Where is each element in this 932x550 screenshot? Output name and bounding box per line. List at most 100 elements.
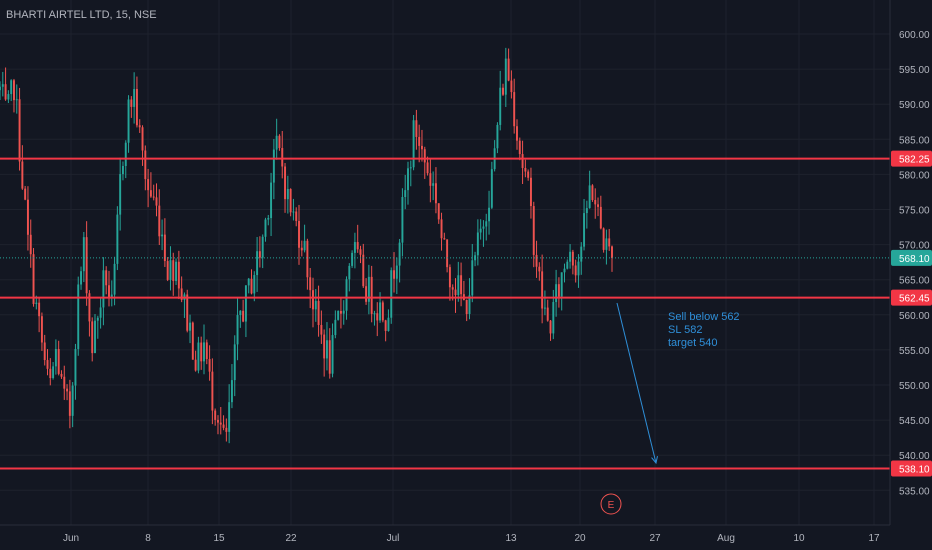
candle-body <box>457 275 460 296</box>
candle-body <box>18 99 21 162</box>
candle-body <box>71 385 74 416</box>
candle-body <box>337 310 340 320</box>
candle-body <box>365 286 368 302</box>
x-tick-label: 8 <box>145 533 151 544</box>
candle-body <box>4 84 7 100</box>
candle-body <box>292 211 295 213</box>
level-label-538-10: 538.10 <box>899 465 930 476</box>
candle-body <box>387 317 390 331</box>
candle-body <box>549 320 552 334</box>
candle-body <box>312 290 314 310</box>
candle-body <box>228 402 231 432</box>
candle-body <box>496 124 499 149</box>
candle-body <box>309 277 312 291</box>
candle-body <box>244 285 247 322</box>
candle-body <box>82 237 85 272</box>
candle-body <box>256 251 259 276</box>
candle-body <box>395 265 398 279</box>
candle-body <box>546 307 549 321</box>
candle-body <box>278 135 281 149</box>
candle-body <box>258 251 261 258</box>
candle-body <box>409 167 412 169</box>
candle-body <box>557 284 560 297</box>
candle-body <box>597 204 600 207</box>
candle-body <box>541 271 544 309</box>
candle-body <box>214 410 217 420</box>
candle-body <box>538 266 541 272</box>
y-tick-label: 535.00 <box>899 486 930 497</box>
candle-body <box>46 360 49 369</box>
candle-body <box>133 88 136 107</box>
candle-body <box>518 140 521 155</box>
candle-body <box>35 302 38 304</box>
candle-body <box>488 207 491 222</box>
candle-body <box>482 226 485 229</box>
candle-body <box>0 86 1 91</box>
trade-annotation[interactable]: Sell below 562 SL 582 target 540 <box>668 311 740 350</box>
candle-body <box>200 342 203 362</box>
candle-body <box>66 388 69 392</box>
x-tick-label: 15 <box>213 533 225 544</box>
candle-body <box>588 185 591 209</box>
candle-body <box>110 294 113 298</box>
candle-body <box>135 88 138 126</box>
grid <box>0 0 890 525</box>
candle-body <box>585 208 588 214</box>
candles <box>0 47 613 444</box>
candle-body <box>24 188 27 200</box>
event-marker: E <box>600 493 622 515</box>
candle-body <box>102 270 105 308</box>
candle-body <box>250 278 253 294</box>
candle-body <box>401 196 404 243</box>
y-tick-label: 565.00 <box>899 276 930 287</box>
candle-body <box>594 199 597 205</box>
x-tick-label: Aug <box>717 533 735 544</box>
candle-body <box>158 205 161 237</box>
level-label-562-45-bg <box>891 289 932 306</box>
y-tick-label: 595.00 <box>899 65 930 76</box>
candle-body <box>502 87 504 95</box>
candle-body <box>423 149 426 163</box>
candle-body <box>583 213 586 247</box>
candle-body <box>236 315 239 345</box>
candle-body <box>415 120 418 137</box>
candle-body <box>49 368 52 379</box>
candle-body <box>138 125 141 128</box>
candle-body <box>334 319 337 336</box>
candle-body <box>381 302 384 321</box>
candle-body <box>68 391 71 416</box>
candle-body <box>351 252 354 266</box>
chart-title: BHARTI AIRTEL LTD, 15, NSE <box>6 9 157 21</box>
candle-body <box>460 275 463 295</box>
candle-body <box>437 203 440 220</box>
candle-body <box>320 324 323 335</box>
candle-body <box>96 317 99 321</box>
level-label-562-45: 562.45 <box>899 294 930 305</box>
candle-body <box>32 254 35 304</box>
candle-body <box>155 197 158 206</box>
target-arrow <box>616 302 657 464</box>
candle-body <box>516 126 518 141</box>
candle-body <box>317 300 320 325</box>
candle-body <box>177 261 180 289</box>
last-price-label-bg <box>891 249 932 266</box>
candle-body <box>15 99 18 101</box>
last-price-label: 568.10 <box>899 254 930 265</box>
candle-body <box>54 349 57 367</box>
candle-body <box>38 302 41 317</box>
candle-body <box>471 260 474 296</box>
candle-body <box>270 182 273 219</box>
candle-body <box>116 214 119 264</box>
candle-body <box>88 293 91 322</box>
x-tick-label: 22 <box>285 533 297 544</box>
candle-body <box>412 120 415 168</box>
candle-body <box>91 321 94 354</box>
candle-body <box>121 166 124 175</box>
candle-body <box>510 80 513 93</box>
candle-body <box>141 127 144 151</box>
candle-body <box>348 265 351 280</box>
candle-body <box>580 246 583 262</box>
candle-body <box>345 279 348 311</box>
candle-body <box>356 242 359 250</box>
